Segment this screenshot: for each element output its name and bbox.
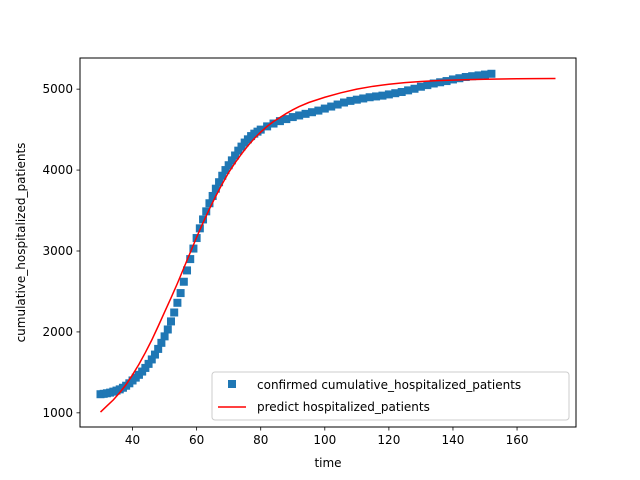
data-point-confirmed	[183, 266, 192, 275]
data-point-confirmed	[256, 125, 265, 134]
data-point-confirmed	[211, 184, 220, 193]
data-point-confirmed	[391, 89, 400, 98]
data-point-confirmed	[404, 86, 413, 95]
data-point-confirmed	[176, 289, 185, 298]
y-tick-label: 2000	[42, 325, 73, 339]
x-tick-label: 100	[313, 433, 336, 447]
data-point-confirmed	[221, 166, 230, 175]
data-point-confirmed	[436, 78, 445, 87]
legend-label-predict: predict hospitalized_patients	[257, 400, 430, 414]
data-point-confirmed	[179, 277, 188, 286]
y-tick-label: 4000	[42, 163, 73, 177]
x-tick-label: 40	[125, 433, 140, 447]
data-point-confirmed	[378, 91, 387, 100]
x-axis-label: time	[314, 456, 341, 470]
x-tick-label: 120	[377, 433, 400, 447]
data-point-confirmed	[269, 119, 278, 128]
data-point-confirmed	[295, 111, 304, 120]
data-point-confirmed	[186, 255, 195, 264]
y-tick-label: 3000	[42, 244, 73, 258]
data-point-confirmed	[468, 72, 477, 81]
data-point-confirmed	[327, 102, 336, 111]
data-point-confirmed	[416, 82, 425, 91]
data-point-confirmed	[224, 161, 233, 170]
data-point-confirmed	[320, 104, 329, 113]
data-point-confirmed	[288, 113, 297, 122]
data-point-confirmed	[154, 344, 163, 353]
legend: confirmed cumulative_hospitalized_patien…	[211, 371, 570, 421]
data-point-confirmed	[275, 117, 284, 126]
plot-marks	[96, 69, 556, 413]
data-point-confirmed	[208, 191, 217, 200]
data-point-confirmed	[163, 325, 172, 334]
data-point-confirmed	[141, 363, 150, 372]
x-tick-label: 140	[442, 433, 465, 447]
data-point-confirmed	[227, 156, 236, 165]
data-point-confirmed	[170, 308, 179, 317]
data-point-confirmed	[301, 109, 310, 118]
data-point-confirmed	[215, 178, 224, 187]
data-point-confirmed	[234, 146, 243, 155]
data-point-confirmed	[461, 73, 470, 82]
y-tick-label: 5000	[42, 82, 73, 96]
data-point-confirmed	[307, 108, 316, 117]
data-point-confirmed	[166, 317, 175, 326]
data-point-confirmed	[372, 92, 381, 101]
data-point-confirmed	[455, 74, 464, 83]
series-line-predict	[99, 77, 556, 413]
data-point-confirmed	[474, 71, 483, 80]
data-point-confirmed	[147, 355, 156, 364]
y-axis-label: cumulative_hospitalized_patients	[14, 143, 28, 343]
y-axis-ticks: 1000 2000 3000 4000 5000	[42, 82, 80, 420]
x-tick-label: 80	[253, 433, 268, 447]
data-point-confirmed	[365, 93, 374, 102]
data-point-confirmed	[340, 98, 349, 107]
legend-label-confirmed: confirmed cumulative_hospitalized_patien…	[257, 378, 521, 392]
data-point-confirmed	[199, 215, 208, 224]
data-point-confirmed	[384, 90, 393, 99]
data-point-confirmed	[410, 84, 419, 93]
data-point-confirmed	[218, 171, 227, 180]
legend-marker-confirmed	[228, 380, 236, 388]
x-axis-ticks: 40 60 80 100 120 140 160	[125, 427, 529, 447]
data-point-confirmed	[346, 96, 355, 105]
x-tick-label: 60	[189, 433, 204, 447]
data-point-confirmed	[333, 100, 342, 109]
data-point-confirmed	[231, 151, 240, 160]
data-point-confirmed	[205, 199, 214, 208]
x-tick-label: 160	[506, 433, 529, 447]
data-point-confirmed	[429, 79, 438, 88]
data-point-confirmed	[359, 94, 368, 103]
data-point-confirmed	[487, 69, 496, 78]
data-point-confirmed	[160, 332, 169, 341]
data-point-confirmed	[237, 142, 246, 151]
data-point-confirmed	[173, 298, 182, 307]
data-point-confirmed	[150, 350, 159, 359]
data-point-confirmed	[202, 207, 211, 216]
data-point-confirmed	[352, 95, 361, 104]
legend-box	[211, 371, 570, 421]
data-point-confirmed	[189, 244, 198, 253]
data-point-confirmed	[423, 81, 432, 90]
plot-frame	[79, 57, 577, 428]
data-point-confirmed	[157, 338, 166, 347]
data-point-confirmed	[397, 87, 406, 96]
data-point-confirmed	[282, 115, 291, 124]
y-tick-label: 1000	[42, 406, 73, 420]
data-point-confirmed	[144, 359, 153, 368]
data-point-confirmed	[314, 106, 323, 115]
data-point-confirmed	[481, 70, 490, 79]
